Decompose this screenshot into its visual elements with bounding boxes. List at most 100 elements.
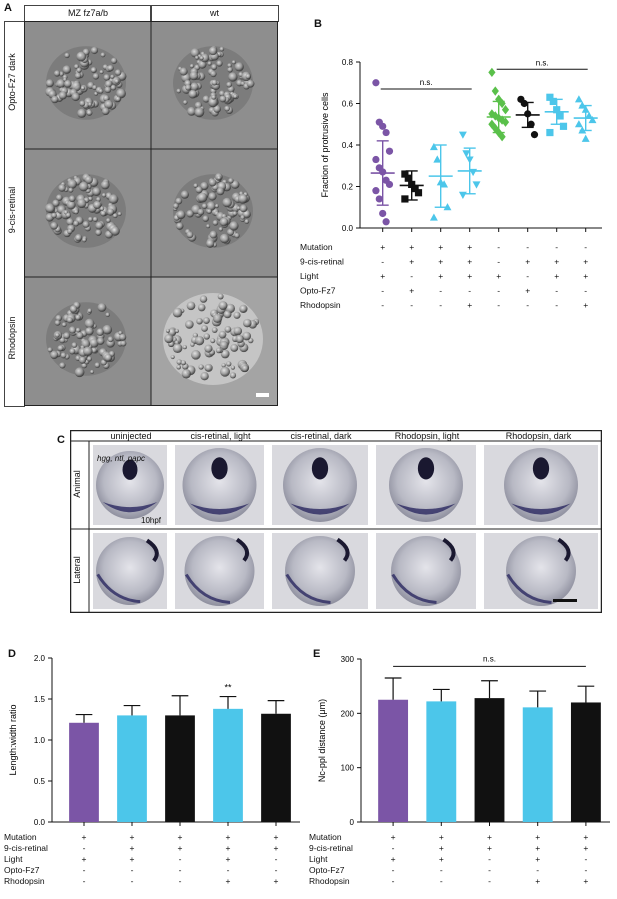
data-point xyxy=(385,180,394,189)
condition-value: - xyxy=(179,854,182,864)
y-tick-label: 300 xyxy=(341,655,355,664)
condition-label: Mutation xyxy=(300,242,333,252)
data-point xyxy=(491,123,499,134)
y-tick-label: 1.0 xyxy=(34,736,46,745)
condition-value: - xyxy=(381,300,384,310)
condition-value: - xyxy=(536,865,539,875)
condition-value: - xyxy=(584,854,587,864)
condition-value: - xyxy=(497,257,500,267)
data-point xyxy=(498,115,506,125)
y-tick-label: 0.8 xyxy=(342,58,354,67)
y-tick-label: 0.0 xyxy=(342,224,354,233)
panel-a-image-grid xyxy=(24,21,278,406)
data-point xyxy=(574,120,583,128)
condition-value: + xyxy=(226,843,231,853)
bar xyxy=(213,708,243,822)
condition-value: - xyxy=(131,876,134,886)
panel-c-header-0: uninjected xyxy=(110,431,152,441)
bar xyxy=(474,698,505,822)
condition-value: + xyxy=(438,271,443,281)
significance-label: n.s. xyxy=(536,58,549,67)
condition-label: Opto-Fz7 xyxy=(309,865,345,875)
condition-value: + xyxy=(380,271,385,281)
condition-value: + xyxy=(380,242,385,252)
condition-value: - xyxy=(381,286,384,296)
bar xyxy=(426,701,457,822)
data-point xyxy=(401,195,409,203)
condition-value: - xyxy=(468,286,471,296)
panel-letter-b: B xyxy=(314,18,322,30)
condition-value: + xyxy=(409,257,414,267)
condition-value: + xyxy=(535,832,540,842)
panel-c-header-4: Rhodopsin, dark xyxy=(505,431,572,441)
panel-c-row-label-lateral: Lateral xyxy=(72,556,82,584)
data-point xyxy=(462,150,471,158)
condition-value: - xyxy=(526,271,529,281)
data-point xyxy=(379,209,387,218)
data-point xyxy=(530,131,539,139)
data-point xyxy=(491,86,499,96)
condition-value: - xyxy=(83,865,86,875)
data-point xyxy=(458,131,467,139)
data-point xyxy=(404,174,412,182)
data-point xyxy=(429,213,438,221)
condition-value: + xyxy=(487,832,492,842)
condition-value: - xyxy=(488,876,491,886)
condition-value: + xyxy=(274,876,279,886)
data-point xyxy=(501,117,510,127)
panel-c: uninjected cis-retinal, light cis-retina… xyxy=(70,430,607,613)
data-point xyxy=(574,95,583,103)
bar xyxy=(165,715,195,822)
data-point xyxy=(488,67,496,78)
y-tick-label: 0.0 xyxy=(34,818,46,827)
data-point xyxy=(440,180,449,188)
condition-value: + xyxy=(274,843,279,853)
bar xyxy=(117,715,147,822)
condition-value: + xyxy=(409,286,414,296)
bar xyxy=(378,699,409,822)
data-point xyxy=(375,195,383,203)
condition-value: - xyxy=(440,865,443,875)
condition-value: - xyxy=(526,242,529,252)
condition-value: + xyxy=(583,843,588,853)
chart-d: 0.0 0.5 1.0 1.5 2.0 Length:width ratio ** Mutat… xyxy=(4,654,300,886)
panel-c-header-3: Rhodopsin, light xyxy=(394,431,460,441)
data-point xyxy=(498,132,506,142)
data-point xyxy=(556,112,564,120)
condition-value: - xyxy=(497,300,500,310)
condition-value: - xyxy=(131,865,134,875)
chart-e: 0 100 200 300 Nc-ppl distance (μm) n.s. Mutati… xyxy=(309,654,610,886)
data-point xyxy=(527,120,535,128)
data-point xyxy=(520,99,528,108)
condition-value: + xyxy=(583,876,588,886)
condition-value: - xyxy=(555,300,558,310)
data-point xyxy=(379,122,387,130)
y-axis-label: Nc-ppl distance (μm) xyxy=(317,699,327,782)
condition-value: - xyxy=(392,843,395,853)
bar xyxy=(261,713,291,822)
scale-bar-a xyxy=(256,393,269,397)
condition-label: 9-cis-retinal xyxy=(4,843,48,853)
y-tick-label: 200 xyxy=(341,709,355,718)
data-point xyxy=(443,203,452,211)
condition-value: + xyxy=(438,257,443,267)
y-tick-label: 2.0 xyxy=(34,654,46,663)
condition-value: + xyxy=(467,271,472,281)
data-point xyxy=(433,155,442,163)
panel-c-headers: uninjected cis-retinal, light cis-retina… xyxy=(90,431,602,441)
condition-value: + xyxy=(535,854,540,864)
condition-value: + xyxy=(525,257,530,267)
y-tick-label: 0.4 xyxy=(342,141,354,150)
condition-value: - xyxy=(497,286,500,296)
bar xyxy=(522,707,553,822)
panel-letter-e: E xyxy=(313,648,321,660)
data-point xyxy=(491,111,499,121)
condition-value: - xyxy=(83,843,86,853)
data-point xyxy=(429,142,438,151)
y-tick-label: 100 xyxy=(341,764,355,773)
panel-a-row-label-3: Rhodopsin xyxy=(7,316,17,360)
y-tick-label: 0.2 xyxy=(342,183,354,192)
data-point xyxy=(385,147,394,155)
panel-a: MZ fz7a/b wt Opto-Fz7 dark 9-cis-retinal… xyxy=(4,3,279,407)
condition-value: + xyxy=(467,300,472,310)
